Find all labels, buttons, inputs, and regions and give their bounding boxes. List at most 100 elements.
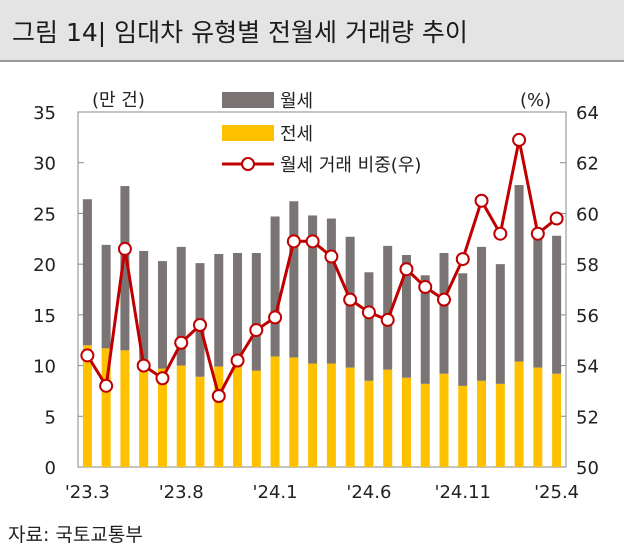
title-bar: 그림 14| 임대차 유형별 전월세 거래량 추이 [0, 0, 624, 62]
bar-jeonse [458, 385, 468, 467]
ratio-point [80, 348, 95, 363]
bar-monthly-rent [401, 255, 411, 378]
bar-jeonse [552, 373, 562, 467]
bar-jeonse [289, 357, 299, 467]
left-tick-label: 25 [33, 204, 56, 225]
ratio-point [493, 226, 508, 241]
ratio-point [437, 292, 451, 307]
ratio-point [211, 389, 226, 403]
ratio-point [418, 279, 433, 294]
x-tick-label: '24.1 [253, 482, 298, 503]
right-tick-label: 58 [576, 255, 599, 276]
ratio-point [343, 292, 358, 307]
ratio-point [230, 353, 245, 368]
legend-swatch-monthly-rent [222, 92, 274, 108]
right-tick-label: 50 [576, 458, 599, 479]
bar-jeonse [101, 348, 111, 467]
bar-jeonse [401, 377, 411, 467]
bar-series [82, 185, 562, 467]
bar-monthly-rent [364, 272, 374, 381]
left-axis-unit: (만 건) [92, 90, 145, 111]
bar-monthly-rent [420, 275, 430, 384]
ratio-point [174, 335, 189, 350]
ratio-point [361, 305, 376, 320]
left-tick-label: 15 [33, 306, 56, 327]
bar-monthly-rent [157, 261, 167, 369]
legend-label-jeonse: 전세 [280, 124, 313, 145]
right-tick-label: 64 [576, 103, 599, 124]
bar-monthly-rent [251, 252, 261, 371]
bar-jeonse [120, 350, 130, 467]
bar-jeonse [176, 365, 186, 467]
ratio-point [286, 234, 301, 249]
right-axis-unit: (%) [520, 90, 551, 111]
bar-jeonse [195, 376, 205, 467]
ratio-line [86, 138, 558, 398]
legend-label-monthly-rent: 월세 [280, 91, 313, 112]
bar-monthly-rent [458, 273, 468, 386]
right-tick-label: 52 [576, 407, 599, 428]
bar-monthly-rent [326, 218, 336, 364]
left-axis: 0 5 10 15 20 25 30 35 [33, 103, 84, 479]
bar-jeonse [308, 363, 318, 467]
bar-monthly-rent [214, 254, 224, 367]
bar-monthly-rent [139, 250, 149, 360]
bar-monthly-rent [233, 252, 243, 367]
left-tick-label: 30 [33, 154, 56, 175]
ratio-point [399, 262, 414, 277]
x-tick-label: '24.6 [346, 482, 391, 503]
bar-monthly-rent [101, 244, 111, 349]
bar-monthly-rent [477, 246, 487, 381]
bar-jeonse [157, 368, 167, 467]
x-tick-label: '25.4 [534, 482, 579, 503]
bar-monthly-rent [439, 252, 449, 374]
bar-jeonse [495, 383, 505, 467]
right-tick-label: 60 [576, 204, 599, 225]
ratio-point [117, 241, 132, 256]
ratio-point [99, 378, 114, 393]
ratio-point [305, 234, 320, 249]
left-tick-label: 20 [33, 255, 56, 276]
ratio-point [530, 226, 545, 241]
bar-monthly-rent [514, 185, 524, 362]
ratio-point [549, 211, 564, 226]
ratio-point [455, 252, 470, 267]
bar-jeonse [364, 380, 374, 467]
bar-jeonse [233, 366, 243, 467]
bar-monthly-rent [533, 228, 543, 368]
ratio-point [512, 132, 527, 147]
ratio-line-series [80, 132, 564, 403]
bar-monthly-rent [82, 199, 92, 346]
bar-jeonse [420, 383, 430, 467]
bar-monthly-rent [120, 186, 130, 351]
bar-jeonse [477, 380, 487, 467]
legend-swatch-jeonse [222, 125, 274, 141]
left-tick-label: 35 [33, 103, 56, 124]
bar-monthly-rent [270, 216, 280, 357]
legend-label-ratio: 월세 거래 비중(우) [280, 155, 421, 176]
bar-monthly-rent [176, 246, 186, 366]
bar-jeonse [82, 345, 92, 467]
x-tick-label: '23.3 [65, 482, 110, 503]
bar-monthly-rent [495, 264, 505, 384]
bar-monthly-rent [383, 245, 393, 370]
source-note: 자료: 국토교통부 [8, 524, 143, 546]
ratio-point [268, 310, 283, 325]
bar-jeonse [439, 373, 449, 467]
legend: 월세 전세 월세 거래 비중(우) [222, 91, 421, 176]
x-tick-label: '23.8 [159, 482, 204, 503]
bar-jeonse [270, 356, 280, 467]
ratio-point [380, 312, 395, 327]
ratio-point [249, 323, 264, 338]
ratio-point [136, 358, 151, 373]
right-tick-label: 62 [576, 154, 599, 175]
bar-monthly-rent [289, 201, 299, 358]
bar-jeonse [514, 361, 524, 467]
bar-jeonse [214, 366, 224, 467]
right-tick-label: 56 [576, 306, 599, 327]
bar-monthly-rent [308, 215, 318, 364]
x-tick-label: '24.11 [435, 482, 491, 503]
left-tick-label: 10 [33, 357, 56, 378]
bar-jeonse [533, 367, 543, 467]
